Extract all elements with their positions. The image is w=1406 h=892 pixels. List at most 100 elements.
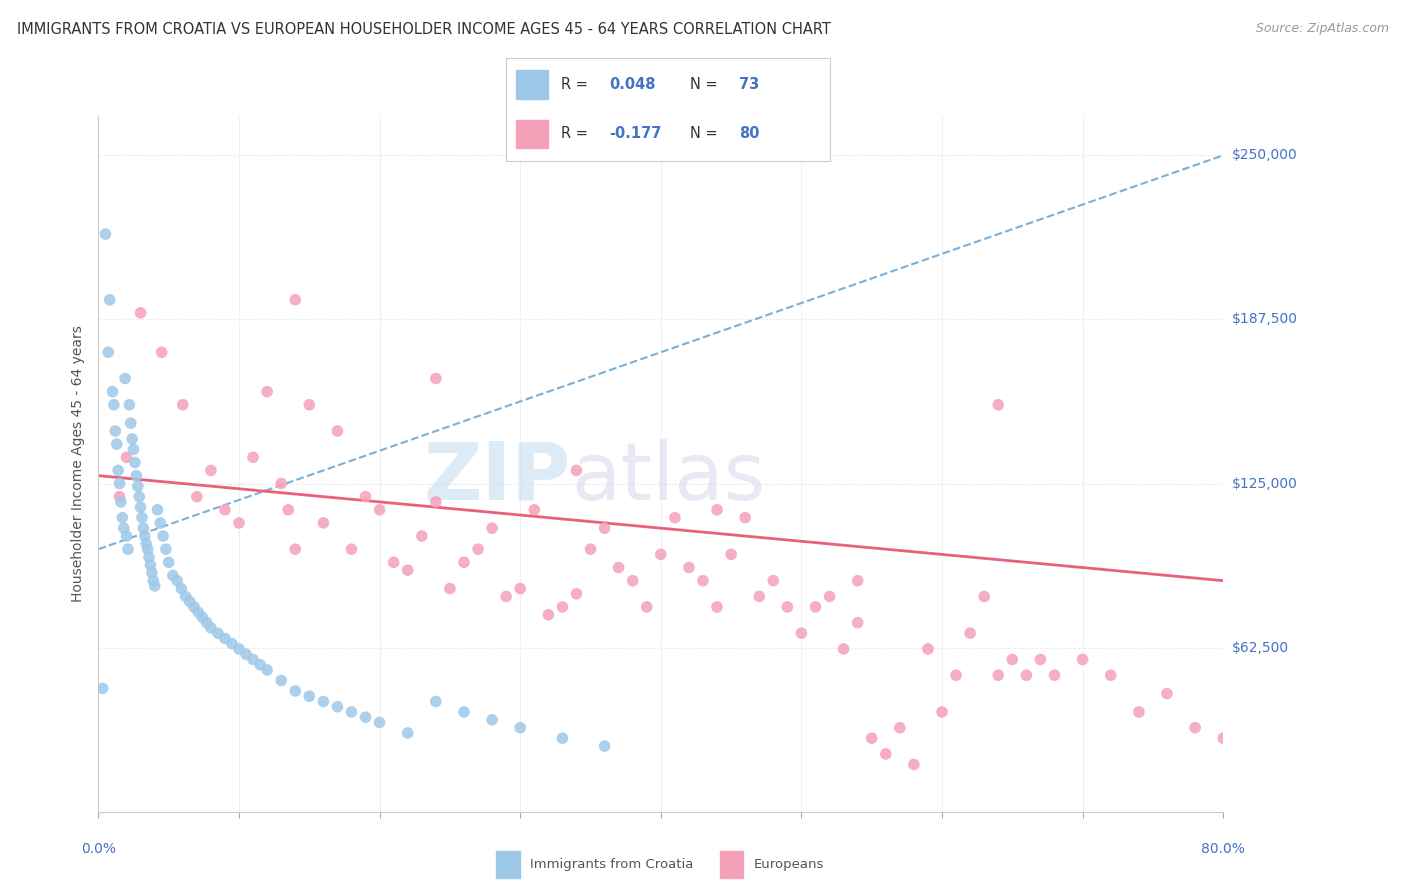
Point bbox=[1156, 687, 1178, 701]
Point bbox=[987, 668, 1010, 682]
Text: atlas: atlas bbox=[571, 439, 765, 516]
Point bbox=[200, 463, 222, 477]
Point bbox=[425, 371, 447, 385]
Point bbox=[179, 595, 201, 609]
Text: $250,000: $250,000 bbox=[1232, 148, 1298, 162]
Point bbox=[903, 757, 925, 772]
Text: Immigrants from Croatia: Immigrants from Croatia bbox=[530, 858, 693, 871]
Point bbox=[141, 566, 163, 580]
Point bbox=[256, 663, 278, 677]
Point bbox=[214, 503, 236, 517]
Point bbox=[551, 731, 574, 746]
Point bbox=[945, 668, 967, 682]
Point bbox=[221, 637, 243, 651]
Point bbox=[1212, 731, 1234, 746]
Point bbox=[284, 293, 307, 307]
Text: N =: N = bbox=[690, 77, 723, 92]
Point bbox=[720, 548, 742, 562]
Point bbox=[157, 555, 180, 569]
Point bbox=[1015, 668, 1038, 682]
Point bbox=[235, 647, 257, 661]
Point bbox=[298, 398, 321, 412]
Point bbox=[195, 615, 218, 630]
Point bbox=[117, 542, 139, 557]
Point bbox=[593, 739, 616, 753]
Point bbox=[453, 555, 475, 569]
Point bbox=[170, 582, 193, 596]
Point bbox=[326, 699, 349, 714]
Point bbox=[228, 516, 250, 530]
Text: N =: N = bbox=[690, 127, 723, 142]
Point bbox=[149, 516, 172, 530]
Point bbox=[174, 590, 197, 604]
Text: -0.177: -0.177 bbox=[610, 127, 662, 142]
Point bbox=[875, 747, 897, 761]
Point bbox=[143, 579, 166, 593]
Point bbox=[298, 689, 321, 703]
Point bbox=[129, 306, 152, 320]
Point bbox=[551, 599, 574, 614]
Point bbox=[340, 705, 363, 719]
Point bbox=[748, 590, 770, 604]
Point bbox=[790, 626, 813, 640]
Point bbox=[959, 626, 981, 640]
Point bbox=[108, 490, 131, 504]
Bar bbox=[516, 120, 548, 148]
Point bbox=[692, 574, 714, 588]
Text: $62,500: $62,500 bbox=[1232, 640, 1289, 655]
Point bbox=[762, 574, 785, 588]
Point bbox=[146, 503, 169, 517]
Point bbox=[114, 371, 136, 385]
Point bbox=[917, 642, 939, 657]
Point bbox=[142, 574, 165, 588]
Point bbox=[636, 599, 658, 614]
Point bbox=[396, 726, 419, 740]
Point bbox=[284, 542, 307, 557]
Bar bbox=[720, 851, 744, 878]
Point bbox=[187, 605, 209, 619]
Point bbox=[249, 657, 271, 672]
Y-axis label: Householder Income Ages 45 - 64 years: Householder Income Ages 45 - 64 years bbox=[72, 326, 86, 602]
Point bbox=[183, 599, 205, 614]
Point bbox=[125, 468, 148, 483]
Point bbox=[706, 503, 728, 517]
Bar bbox=[516, 70, 548, 99]
Point bbox=[467, 542, 489, 557]
Point bbox=[495, 590, 517, 604]
Point bbox=[270, 673, 292, 688]
Point bbox=[860, 731, 883, 746]
Point bbox=[129, 500, 152, 515]
Text: Source: ZipAtlas.com: Source: ZipAtlas.com bbox=[1256, 22, 1389, 36]
Point bbox=[368, 715, 391, 730]
Point bbox=[104, 424, 127, 438]
Text: 0.048: 0.048 bbox=[610, 77, 657, 92]
Point bbox=[105, 437, 128, 451]
Point bbox=[228, 642, 250, 657]
Point bbox=[1001, 652, 1024, 666]
Text: R =: R = bbox=[561, 77, 593, 92]
Point bbox=[565, 463, 588, 477]
Point bbox=[678, 560, 700, 574]
Text: 80: 80 bbox=[740, 127, 759, 142]
Point bbox=[537, 607, 560, 622]
Point bbox=[396, 563, 419, 577]
Point bbox=[425, 694, 447, 708]
Point bbox=[368, 503, 391, 517]
Point bbox=[108, 476, 131, 491]
Point bbox=[136, 542, 159, 557]
Point bbox=[481, 713, 503, 727]
Point bbox=[150, 345, 173, 359]
Point bbox=[846, 574, 869, 588]
Text: 0.0%: 0.0% bbox=[82, 842, 115, 856]
Point bbox=[1184, 721, 1206, 735]
Point bbox=[650, 548, 672, 562]
Text: R =: R = bbox=[561, 127, 593, 142]
Point bbox=[1099, 668, 1122, 682]
Point bbox=[706, 599, 728, 614]
Text: $125,000: $125,000 bbox=[1232, 476, 1298, 491]
Point bbox=[172, 398, 194, 412]
Point bbox=[122, 442, 145, 457]
Point bbox=[565, 587, 588, 601]
Point bbox=[166, 574, 188, 588]
Point bbox=[115, 450, 138, 465]
